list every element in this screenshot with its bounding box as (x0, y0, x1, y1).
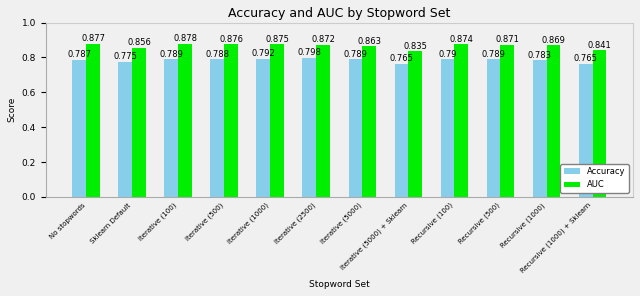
Text: 0.841: 0.841 (588, 41, 611, 50)
Bar (593, 50, 606, 197)
Text: 0.789: 0.789 (344, 50, 367, 59)
Text: 0.876: 0.876 (219, 35, 243, 44)
Bar (164, 59, 178, 197)
Bar (270, 44, 284, 197)
Bar (454, 44, 468, 197)
Bar (547, 45, 560, 197)
Text: 0.79: 0.79 (438, 50, 457, 59)
Bar (349, 59, 362, 197)
Text: 0.877: 0.877 (81, 34, 105, 44)
Text: 0.783: 0.783 (527, 51, 552, 60)
Bar (408, 51, 422, 197)
Bar (224, 44, 238, 197)
Bar (178, 44, 192, 197)
Bar (532, 60, 547, 197)
Text: 0.798: 0.798 (298, 48, 321, 57)
Text: 0.765: 0.765 (573, 54, 598, 63)
Text: 0.835: 0.835 (403, 42, 428, 51)
Bar (316, 45, 330, 197)
Text: 0.787: 0.787 (67, 50, 92, 59)
Bar (118, 62, 132, 197)
Text: 0.869: 0.869 (541, 36, 565, 45)
Bar (395, 64, 408, 197)
Title: Accuracy and AUC by Stopword Set: Accuracy and AUC by Stopword Set (228, 7, 451, 20)
Bar (362, 46, 376, 197)
Bar (486, 59, 500, 197)
Text: 0.792: 0.792 (252, 49, 275, 58)
Text: 0.871: 0.871 (495, 36, 519, 44)
Text: 0.872: 0.872 (311, 35, 335, 44)
Y-axis label: Score: Score (7, 97, 16, 123)
Bar (257, 59, 270, 197)
Bar (211, 59, 224, 197)
Text: 0.874: 0.874 (449, 35, 473, 44)
Bar (86, 44, 100, 197)
Bar (440, 59, 454, 197)
Text: 0.789: 0.789 (482, 50, 506, 59)
Legend: Accuracy, AUC: Accuracy, AUC (561, 164, 629, 193)
Bar (132, 48, 146, 197)
Text: 0.878: 0.878 (173, 34, 197, 43)
Text: 0.875: 0.875 (265, 35, 289, 44)
Bar (72, 60, 86, 197)
Text: 0.775: 0.775 (113, 52, 137, 61)
Bar (303, 58, 316, 197)
Text: 0.856: 0.856 (127, 38, 151, 47)
Bar (500, 45, 515, 197)
Text: 0.788: 0.788 (205, 50, 229, 59)
Bar (579, 64, 593, 197)
Text: 0.789: 0.789 (159, 50, 183, 59)
Text: 0.863: 0.863 (357, 37, 381, 46)
X-axis label: Stopword Set: Stopword Set (309, 280, 370, 289)
Text: 0.765: 0.765 (390, 54, 413, 63)
